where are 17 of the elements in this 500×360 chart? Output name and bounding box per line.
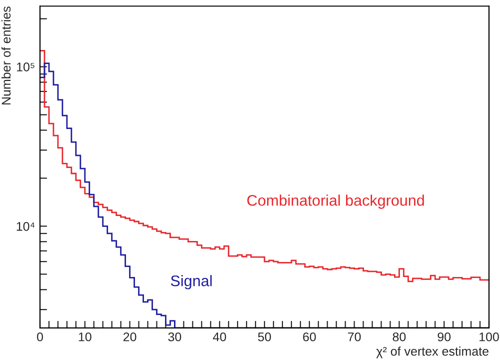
y-tick-label: 10⁴ — [16, 222, 35, 231]
x-axis-title: χ² of vertex estimate — [376, 346, 488, 358]
x-tick-label: 40 — [212, 332, 226, 342]
x-tick-label: 80 — [392, 332, 406, 342]
x-tick-label: 100 — [480, 332, 499, 342]
x-tick-label: 0 — [37, 332, 43, 342]
series-label: Signal — [170, 275, 212, 290]
x-tick-label: 90 — [438, 332, 451, 342]
x-tick-label: 70 — [348, 332, 361, 342]
y-tick-label: 10⁵ — [17, 62, 34, 72]
y-axis-title: Number of entries — [1, 6, 11, 104]
x-tick-label: 20 — [123, 332, 136, 342]
text: Combinatorial background — [247, 194, 424, 209]
x-tick-label: 10 — [78, 332, 92, 342]
x-tick-label: 50 — [258, 332, 271, 342]
x-tick-label: 30 — [168, 332, 182, 342]
x-tick-label: 60 — [303, 332, 316, 342]
